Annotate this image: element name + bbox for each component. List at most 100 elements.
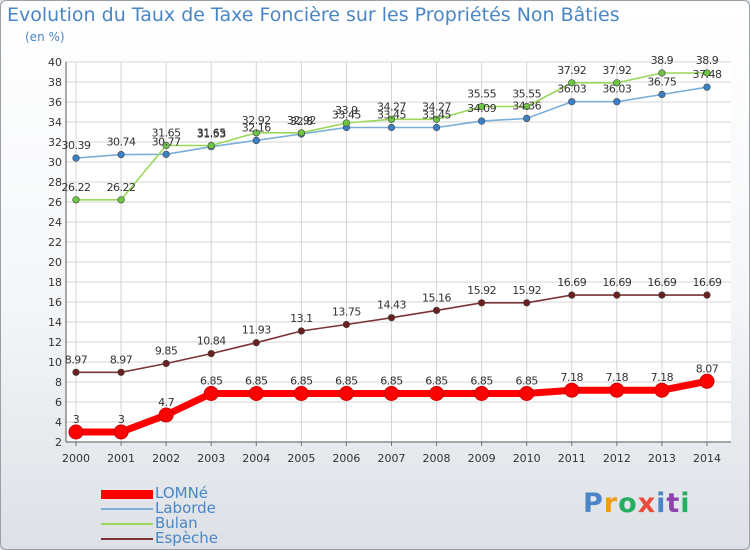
data-label-bulan: 38.9 [651, 54, 674, 67]
data-point-laborde [523, 114, 531, 122]
data-label-laborde: 33.45 [377, 109, 406, 122]
data-label-espeche: 10.84 [197, 335, 226, 348]
data-point-laborde [703, 83, 711, 91]
data-label-laborde: 34.09 [467, 102, 496, 115]
y-tick-label: 40 [48, 56, 62, 69]
y-tick-label: 38 [48, 76, 62, 89]
data-point-espeche [342, 320, 351, 329]
data-label-laborde: 32.16 [242, 121, 271, 134]
data-point-bulan [703, 69, 711, 77]
data-point-espeche [297, 327, 305, 335]
x-tick-label: 2002 [152, 452, 180, 465]
data-label-bulan: 32.92 [242, 114, 271, 127]
data-label-espeche: 16.69 [602, 276, 631, 289]
logo-letter: r [603, 488, 619, 519]
data-point-espeche [703, 291, 711, 299]
data-label-lomne: 7.18 [651, 371, 674, 384]
y-tick-label: 22 [48, 236, 62, 249]
data-point-espeche [523, 299, 531, 307]
data-point-lomne [383, 386, 399, 401]
data-label-lomne: 6.85 [335, 375, 358, 388]
x-tick-label: 2013 [648, 452, 676, 465]
y-tick-label: 32 [48, 136, 62, 149]
data-point-bulan [613, 79, 621, 87]
data-label-lomne: 8.07 [696, 362, 719, 375]
x-tick-label: 2008 [423, 452, 451, 465]
y-tick-label: 34 [48, 116, 62, 129]
data-point-lomne [68, 424, 84, 440]
y-tick-label: 28 [48, 176, 62, 189]
data-point-bulan [72, 196, 80, 204]
logo-letter: i [656, 488, 667, 519]
data-point-espeche [117, 368, 125, 376]
data-label-laborde: 36.75 [647, 76, 676, 89]
data-point-espeche [432, 306, 441, 315]
data-point-lomne [293, 386, 309, 401]
data-label-lomne: 7.18 [606, 371, 629, 384]
x-tick-label: 2010 [513, 452, 541, 465]
data-point-laborde [658, 90, 666, 99]
data-label-bulan: 31.65 [152, 127, 181, 140]
data-point-bulan [342, 119, 351, 127]
data-label-bulan: 37.92 [602, 64, 631, 77]
legend-swatch [101, 489, 153, 499]
data-label-espeche: 8.97 [65, 353, 88, 366]
data-label-laborde: 36.03 [602, 83, 631, 96]
legend-label: Bulan [155, 514, 198, 532]
y-tick-label: 2 [55, 436, 62, 449]
data-label-laborde: 30.77 [152, 135, 181, 148]
data-label-lomne: 6.85 [380, 375, 403, 388]
legend-swatch [101, 508, 153, 510]
data-point-laborde [252, 136, 260, 144]
data-label-lomne: 6.85 [515, 375, 538, 388]
x-tick-label: 2012 [603, 452, 631, 465]
data-label-bulan: 31.65 [197, 127, 226, 140]
y-tick-label: 6 [55, 396, 62, 409]
x-tick-label: 2014 [693, 452, 721, 465]
data-label-espeche: 14.43 [377, 299, 406, 312]
data-label-bulan: 26.22 [62, 181, 91, 194]
data-label-lomne: 6.85 [425, 375, 448, 388]
data-label-lomne: 6.85 [245, 375, 268, 388]
logo-letter: t [666, 488, 681, 519]
logo-letter: x [637, 488, 657, 519]
data-label-laborde: 36.03 [557, 83, 586, 96]
data-label-bulan: 33.9 [335, 104, 358, 117]
data-point-lomne [203, 386, 219, 401]
data-label-bulan: 35.55 [512, 88, 541, 101]
legend-swatch [101, 538, 153, 540]
plot-area [66, 62, 731, 442]
data-point-bulan [478, 102, 486, 111]
data-label-espeche: 16.69 [647, 276, 676, 289]
data-label-lomne: 7.18 [561, 371, 584, 384]
logo-letter: o [618, 488, 638, 519]
y-tick-label: 16 [48, 296, 62, 309]
y-tick-label: 10 [48, 356, 62, 369]
data-point-lomne [248, 386, 264, 401]
x-tick-label: 2003 [197, 452, 225, 465]
data-label-bulan: 32.92 [287, 114, 316, 127]
y-tick-label: 24 [48, 216, 62, 229]
data-point-lomne [474, 386, 490, 401]
x-tick-label: 2009 [468, 452, 496, 465]
x-tick-label: 2004 [242, 452, 270, 465]
data-label-lomne: 3 [118, 413, 125, 426]
y-tick-label: 18 [48, 276, 62, 289]
data-point-espeche [72, 368, 80, 376]
data-label-espeche: 8.97 [110, 353, 133, 366]
y-tick-label: 4 [55, 416, 62, 429]
y-tick-label: 14 [48, 316, 62, 329]
data-label-bulan: 26.22 [107, 181, 136, 194]
data-point-bulan [207, 141, 215, 150]
data-label-laborde: 30.74 [107, 136, 136, 149]
data-label-laborde: 32.8 [290, 115, 313, 128]
data-label-laborde: 33.45 [422, 109, 451, 122]
data-label-espeche: 13.1 [290, 312, 313, 325]
data-label-espeche: 16.69 [692, 276, 721, 289]
data-point-laborde [387, 123, 396, 132]
data-label-bulan: 34.27 [377, 100, 406, 113]
data-label-lomne: 6.85 [200, 375, 223, 388]
data-point-espeche [568, 291, 576, 299]
